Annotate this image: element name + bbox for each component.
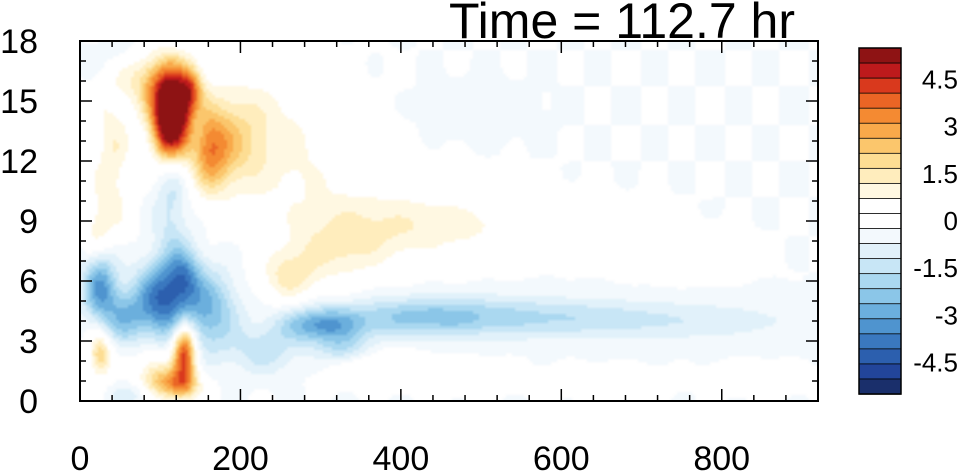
x-tick-label: 200	[212, 440, 269, 473]
colorbar-label: -3	[935, 300, 958, 330]
colorbar-box	[858, 318, 902, 335]
colorbar-box	[858, 62, 902, 79]
x-tick-label: 400	[373, 440, 430, 473]
colorbar-box	[858, 167, 902, 185]
colorbar-box	[858, 213, 902, 230]
heatmap-image	[80, 41, 818, 401]
heatmap-field	[80, 41, 818, 401]
colorbar-box	[858, 363, 902, 380]
colorbar-box	[858, 243, 902, 260]
colorbar-box	[858, 378, 902, 395]
colorbar-label: -4.5	[913, 348, 958, 378]
y-tick-label: 3	[19, 323, 38, 361]
colorbar-box	[858, 182, 902, 200]
colorbar-box	[858, 273, 902, 290]
colorbar-box	[858, 288, 902, 305]
y-axis-ticks: 0 3 6 9 12 15 18	[0, 23, 818, 421]
colorbar-label: 1.5	[922, 159, 958, 189]
colorbar-box	[858, 77, 902, 94]
colorbar-box	[858, 122, 902, 139]
colorbar-box	[858, 92, 902, 109]
colorbar-frame	[858, 47, 902, 395]
colorbar-label: 0	[944, 206, 958, 236]
colorbar-label: -1.5	[913, 253, 958, 283]
colorbar-box	[858, 198, 902, 215]
chart-title: Time = 112.7 hr	[449, 0, 795, 49]
y-tick-label: 12	[0, 143, 38, 181]
y-tick-label: 6	[19, 263, 38, 301]
colorbar	[858, 47, 902, 395]
y-tick-label: 0	[19, 383, 38, 421]
y-tick-label: 9	[19, 203, 38, 241]
colorbar-box	[858, 348, 902, 365]
colorbar-box	[858, 258, 902, 275]
y-tick-label: 15	[0, 83, 38, 121]
colorbar-box	[858, 303, 902, 320]
colorbar-box	[858, 137, 902, 155]
colorbar-box	[858, 152, 902, 170]
colorbar-box	[858, 228, 902, 245]
y-tick-label: 18	[0, 23, 38, 61]
x-tick-label: 0	[71, 440, 90, 473]
colorbar-labels: 4.5 3 1.5 0 -1.5 -3 -4.5	[913, 64, 958, 377]
x-tick-label: 800	[693, 440, 750, 473]
colorbar-box	[858, 107, 902, 124]
x-tick-label: 600	[533, 440, 590, 473]
colorbar-box	[858, 333, 902, 350]
x-axis-ticks: 0 200 400 600 800	[71, 41, 819, 473]
colorbar-label: 3	[944, 112, 958, 142]
colorbar-box	[858, 47, 902, 64]
colorbar-label: 4.5	[922, 64, 958, 94]
